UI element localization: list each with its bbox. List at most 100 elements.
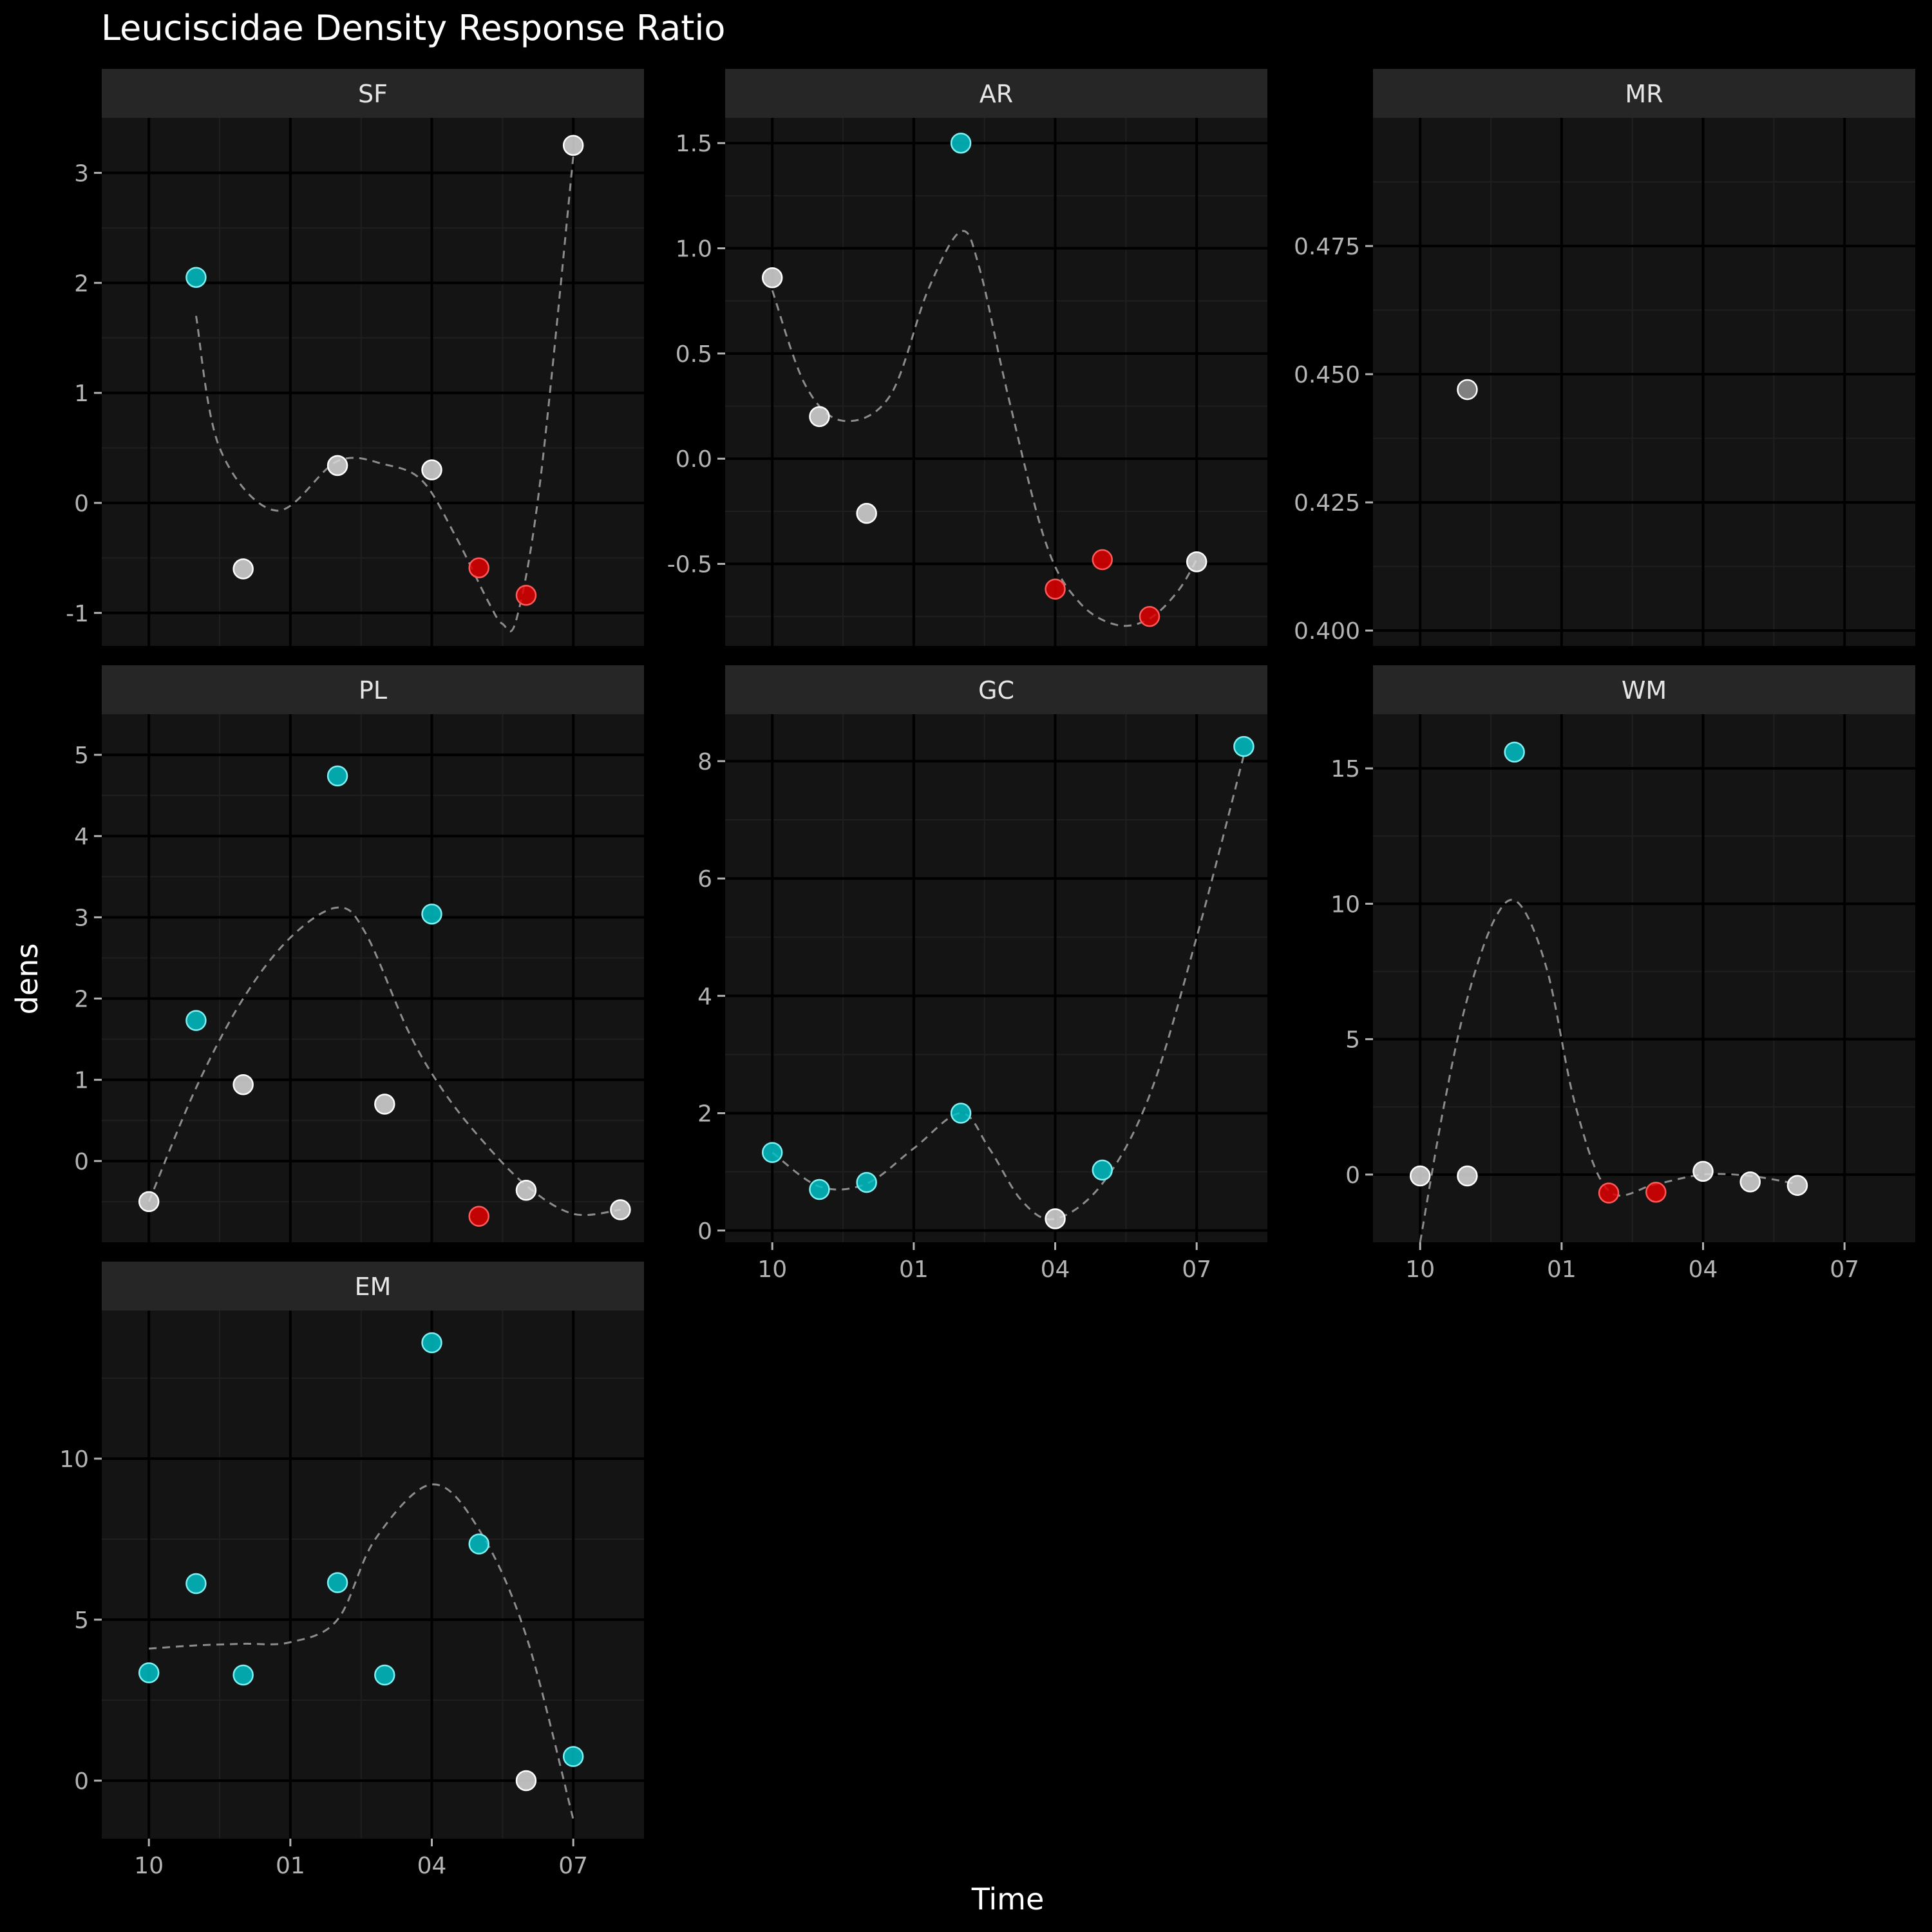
- strip-background: [725, 69, 1267, 118]
- y-tick-label: 10: [1331, 891, 1360, 918]
- strip-background: [725, 665, 1267, 714]
- data-point-grey: [562, 135, 584, 156]
- y-tick-label: 0: [74, 491, 89, 517]
- x-tick-label: 07: [1182, 1256, 1211, 1283]
- data-point-grey: [1457, 379, 1478, 401]
- y-tick-label: -1: [66, 601, 89, 627]
- data-point-cyan: [232, 1664, 254, 1686]
- data-point-cyan: [950, 132, 972, 154]
- data-point-grey: [1457, 1165, 1478, 1187]
- panel-background: [1373, 714, 1915, 1242]
- y-tick-label: 0: [74, 1149, 89, 1175]
- data-point-cyan: [374, 1664, 395, 1686]
- facet-pl: PL 0 1 2 3 4 5: [74, 665, 644, 1242]
- facet-ar: AR -0.5 0.0 0.5 1.0 1.5: [667, 69, 1267, 646]
- y-tick-label: 0.5: [676, 341, 712, 368]
- y-tick-label: 3: [74, 905, 89, 931]
- data-point-cyan: [950, 1103, 972, 1124]
- data-point-cyan: [761, 1142, 783, 1163]
- facet-label: SF: [358, 80, 388, 108]
- data-point-cyan: [421, 904, 442, 925]
- strip-background: [1373, 665, 1915, 714]
- trend-line: [149, 1483, 574, 1820]
- facet-mr: MR 0.400 0.425 0.450 0.475: [1294, 69, 1915, 646]
- panel-background: [725, 118, 1267, 646]
- data-point-grey: [1786, 1175, 1808, 1196]
- y-tick-label: 0.450: [1294, 362, 1360, 388]
- data-point-grey: [1186, 551, 1208, 573]
- x-tick-label: 10: [757, 1256, 787, 1283]
- y-tick-label: 5: [74, 1607, 89, 1634]
- strip-background: [102, 69, 644, 118]
- y-tick-label: 10: [59, 1446, 89, 1473]
- data-point-grey: [515, 1770, 537, 1792]
- panel-background: [102, 1311, 644, 1839]
- y-tick-label: 3: [74, 160, 89, 187]
- y-tick-label: 0: [1345, 1162, 1360, 1189]
- y-tick-label: 0.425: [1294, 490, 1360, 516]
- data-point-red: [1139, 606, 1160, 627]
- data-point-cyan: [468, 1533, 489, 1555]
- strip-background: [1373, 69, 1915, 118]
- y-tick-label: -0.5: [667, 552, 712, 578]
- facet-wm: WM 0 5 10 15 10 01 04 07: [1331, 665, 1915, 1283]
- data-point-cyan: [327, 1572, 348, 1593]
- y-tick-label: 0.0: [676, 446, 712, 473]
- data-point-grey: [1045, 1208, 1066, 1229]
- y-tick-label: 4: [74, 824, 89, 850]
- facets-layer: SF-10123AR-0.50.00.51.01.5MR0.4000.4250.…: [59, 69, 1915, 1879]
- y-tick-label: 2: [74, 270, 89, 297]
- data-point-grey: [856, 502, 877, 524]
- data-point-grey: [327, 455, 348, 477]
- x-tick-label: 04: [1689, 1256, 1718, 1283]
- y-tick-label: 5: [1345, 1027, 1360, 1054]
- data-point-cyan: [327, 765, 348, 787]
- data-point-grey: [374, 1094, 395, 1115]
- chart-title: Leuciscidae Density Response Ratio: [101, 8, 725, 48]
- y-tick-label: 0.400: [1294, 618, 1360, 645]
- data-point-red: [468, 557, 489, 578]
- facet-label: MR: [1625, 80, 1663, 108]
- y-tick-label: 0: [697, 1218, 712, 1245]
- data-point-red: [1092, 549, 1113, 571]
- data-point-grey: [761, 267, 783, 289]
- y-axis-title: dens: [10, 943, 44, 1015]
- data-point-red: [1645, 1181, 1667, 1203]
- facet-label: PL: [359, 676, 387, 705]
- data-point-red: [515, 585, 537, 606]
- y-tick-label: 1: [74, 1068, 89, 1094]
- facet-label: AR: [980, 80, 1013, 108]
- data-point-grey: [138, 1191, 160, 1213]
- data-point-cyan: [856, 1171, 877, 1193]
- panel-background: [102, 118, 644, 646]
- y-tick-label: 5: [74, 743, 89, 769]
- x-tick-label: 04: [1041, 1256, 1070, 1283]
- data-point-cyan: [185, 1573, 207, 1595]
- data-point-grey: [1739, 1171, 1761, 1193]
- data-point-cyan: [1233, 735, 1255, 757]
- data-point-cyan: [138, 1662, 160, 1683]
- y-tick-label: 0.475: [1294, 234, 1360, 260]
- y-tick-label: 1.5: [676, 131, 712, 157]
- x-tick-label: 01: [276, 1853, 305, 1879]
- y-tick-label: 6: [697, 866, 712, 893]
- x-tick-label: 07: [1830, 1256, 1859, 1283]
- data-point-cyan: [185, 267, 207, 288]
- data-point-red: [1598, 1182, 1620, 1204]
- data-point-grey: [610, 1199, 631, 1220]
- data-point-cyan: [421, 1332, 442, 1354]
- trend-line: [147, 906, 621, 1217]
- x-tick-label: 01: [899, 1256, 929, 1283]
- data-point-grey: [1409, 1165, 1431, 1187]
- data-point-grey: [515, 1180, 537, 1201]
- facet-label: WM: [1622, 676, 1667, 705]
- facet-label: EM: [355, 1273, 392, 1301]
- data-point-grey: [1692, 1160, 1714, 1182]
- y-tick-label: 2: [697, 1101, 712, 1128]
- data-point-cyan: [185, 1010, 207, 1031]
- data-point-cyan: [562, 1746, 584, 1767]
- data-point-cyan: [809, 1179, 830, 1200]
- y-tick-label: 1.0: [676, 236, 712, 263]
- y-tick-label: 0: [74, 1768, 89, 1795]
